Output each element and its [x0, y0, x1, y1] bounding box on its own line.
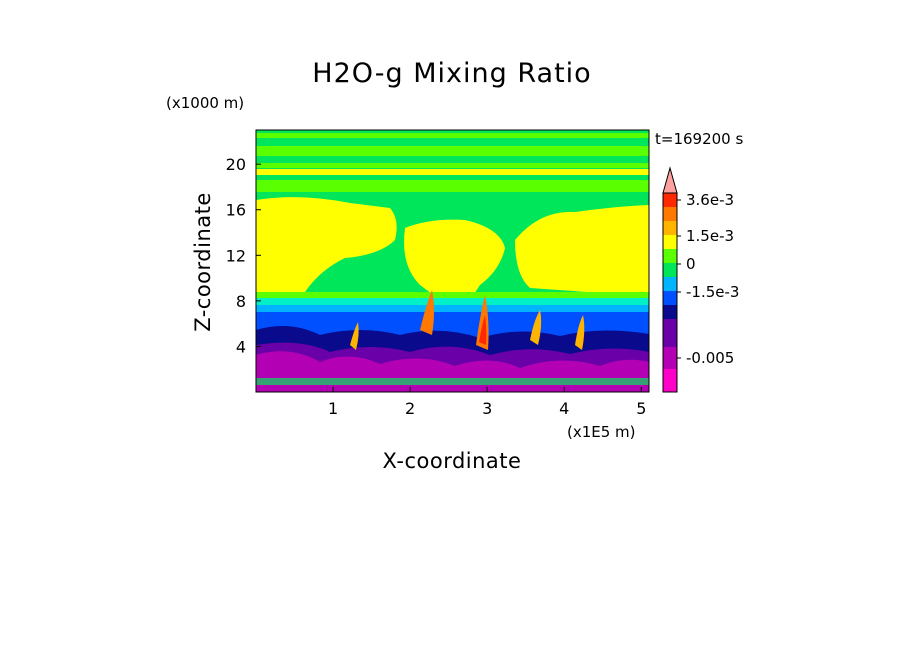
colorbar-swatch-2 — [663, 207, 677, 221]
heatmap-field — [256, 130, 649, 392]
colorbar-tick-label: -0.005 — [686, 349, 734, 367]
colorbar-tick-label: 1.5e-3 — [686, 227, 734, 245]
y-tick-label: 20 — [226, 155, 246, 174]
field-band-4 — [256, 180, 649, 192]
colorbar-swatch-7 — [663, 277, 677, 291]
plume-2-core — [479, 315, 487, 345]
plume-1 — [420, 290, 434, 335]
colorbar-tick-label: -1.5e-3 — [686, 283, 739, 301]
colorbar-swatch-10 — [663, 319, 677, 347]
field-band-1 — [256, 146, 649, 156]
plot-frame — [255, 129, 650, 393]
y-tick-label: 8 — [236, 292, 246, 311]
y-tick-label: 4 — [236, 337, 246, 356]
y-tick-label: 16 — [226, 201, 246, 220]
y-tick-label: 12 — [226, 246, 246, 265]
colorbar-swatch-8 — [663, 291, 677, 305]
field-yellow-left — [256, 197, 397, 294]
field-band-2 — [256, 163, 649, 168]
x-tick-label: 1 — [328, 399, 338, 418]
colorbar-swatch-3 — [663, 221, 677, 235]
plume-4 — [575, 315, 585, 350]
colorbar-swatch-4 — [663, 235, 677, 249]
field-surface-band — [256, 378, 649, 385]
x-axis-label: X-coordinate — [382, 449, 522, 473]
x-tick-label: 3 — [482, 399, 492, 418]
field-yellow-right — [515, 205, 649, 293]
colorbar-tick-label: 0 — [686, 255, 696, 273]
field-band-3 — [256, 169, 649, 175]
x-ticks: 1 2 3 4 5 — [328, 387, 646, 418]
time-stamp: t=169200 s — [655, 130, 744, 148]
colorbar-swatch-9 — [663, 305, 677, 319]
field-band-skyblue — [256, 305, 649, 315]
colorbar-ticks: 3.6e-3 1.5e-3 0 -1.5e-3 -0.005 — [677, 191, 739, 367]
x-tick-label: 4 — [559, 399, 569, 418]
colorbar-tick-label: 3.6e-3 — [686, 191, 734, 209]
chart-title: H2O-g Mixing Ratio — [312, 58, 592, 89]
field-band-light-green — [256, 292, 649, 302]
field-band-top — [256, 133, 649, 138]
colorbar — [662, 166, 678, 393]
plume-5 — [350, 322, 359, 350]
colorbar-swatch-1 — [663, 193, 677, 207]
x-tick-label: 2 — [405, 399, 415, 418]
colorbar-swatch-6 — [663, 263, 677, 277]
plume-3 — [530, 310, 542, 345]
x-unit-label: (x1E5 m) — [567, 423, 636, 441]
colorbar-swatch-11 — [663, 347, 677, 369]
x-tick-label: 5 — [636, 399, 646, 418]
y-unit-label: (x1000 m) — [166, 94, 245, 112]
y-ticks: 4 8 12 16 20 — [226, 155, 261, 356]
colorbar-swatch-12 — [663, 369, 677, 392]
colorbar-swatch-5 — [663, 249, 677, 263]
colorbar-extend-arrow — [662, 166, 678, 194]
field-yellow-center — [404, 219, 505, 300]
